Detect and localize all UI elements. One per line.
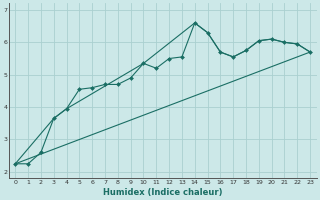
X-axis label: Humidex (Indice chaleur): Humidex (Indice chaleur) bbox=[103, 188, 222, 197]
